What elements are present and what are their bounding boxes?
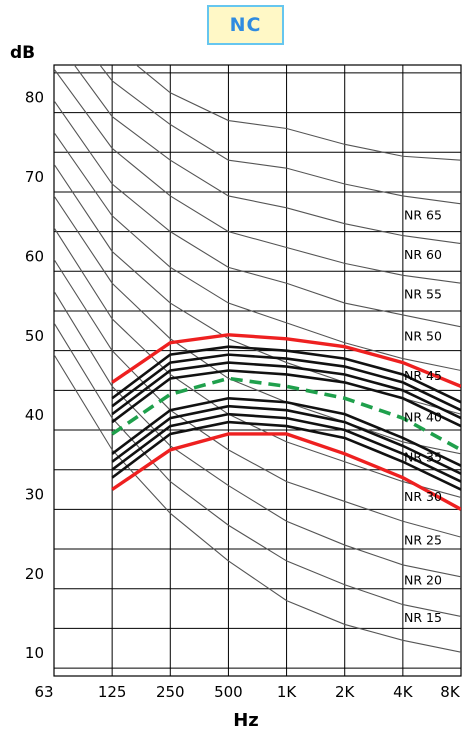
nr-curve-label: NR 20 [404, 572, 442, 587]
nr-curve [54, 354, 461, 653]
nr-curve-label: NR 25 [404, 533, 442, 548]
nr-curve [54, 100, 461, 328]
y-tick-label: 20 [25, 565, 44, 583]
y-tick-label: 60 [25, 247, 44, 265]
nr-curve [135, 65, 461, 161]
nr-curve-label: NR 40 [404, 410, 442, 425]
nr-curve-label: NR 45 [404, 368, 442, 383]
x-tick-label: 8K [440, 683, 461, 701]
band-median-dashed [111, 376, 461, 452]
y-tick-label: 70 [25, 168, 44, 186]
nr-curve-label: NR 55 [404, 287, 442, 302]
y-axis-title: dB [10, 43, 35, 63]
nr-curve [54, 290, 461, 578]
y-tick-label: 30 [25, 485, 44, 503]
nr-curve [73, 65, 461, 245]
band-inner-line [111, 404, 461, 475]
nr-curve-label: NR 30 [404, 489, 442, 504]
nr-curve [54, 195, 461, 455]
x-tick-label: 63 [34, 683, 53, 701]
band-inner-line [111, 361, 461, 420]
nr-curve-label: NR 65 [404, 207, 442, 222]
band-inner-line [111, 345, 461, 404]
y-tick-label: 40 [25, 406, 44, 424]
nr-curve [54, 227, 461, 498]
nr-curve [54, 259, 461, 538]
nr-curve [54, 68, 461, 284]
band-inner-line [111, 412, 461, 483]
labels: 10 20 30 40 50 60 70 80 63 125 250 500 1K 2K 4K 8K NR 15… [25, 89, 461, 701]
x-tick-label: 250 [156, 683, 185, 701]
y-tick-label: 10 [25, 644, 44, 662]
band-upper-edge [111, 333, 461, 388]
nr-curves [54, 65, 461, 653]
y-tick-label: 80 [25, 89, 44, 107]
band-inner-line [111, 369, 461, 428]
x-tick-label: 4K [393, 683, 414, 701]
x-tick-label: 125 [98, 683, 127, 701]
x-tick-label: 2K [335, 683, 356, 701]
criterion-band [111, 333, 461, 511]
band-inner-line [111, 420, 461, 491]
nr-curve-label: NR 15 [404, 610, 442, 625]
x-axis-title: Hz [233, 710, 259, 731]
nr-curve-label: NR 50 [404, 328, 442, 343]
nr-curve-label: NR 60 [404, 247, 442, 262]
band-inner-line [111, 396, 461, 467]
band-lower-edge [111, 432, 461, 511]
nr-curve [99, 65, 461, 205]
y-tick-label: 50 [25, 327, 44, 345]
x-tick-label: 500 [214, 683, 243, 701]
x-tick-label: 1K [277, 683, 298, 701]
band-inner-line [111, 353, 461, 412]
nr-curve-label: NR 35 [404, 449, 442, 464]
plot-frame [53, 64, 462, 677]
grid [53, 64, 462, 677]
chart-title: NC [207, 5, 284, 45]
nr-curve [54, 132, 461, 372]
